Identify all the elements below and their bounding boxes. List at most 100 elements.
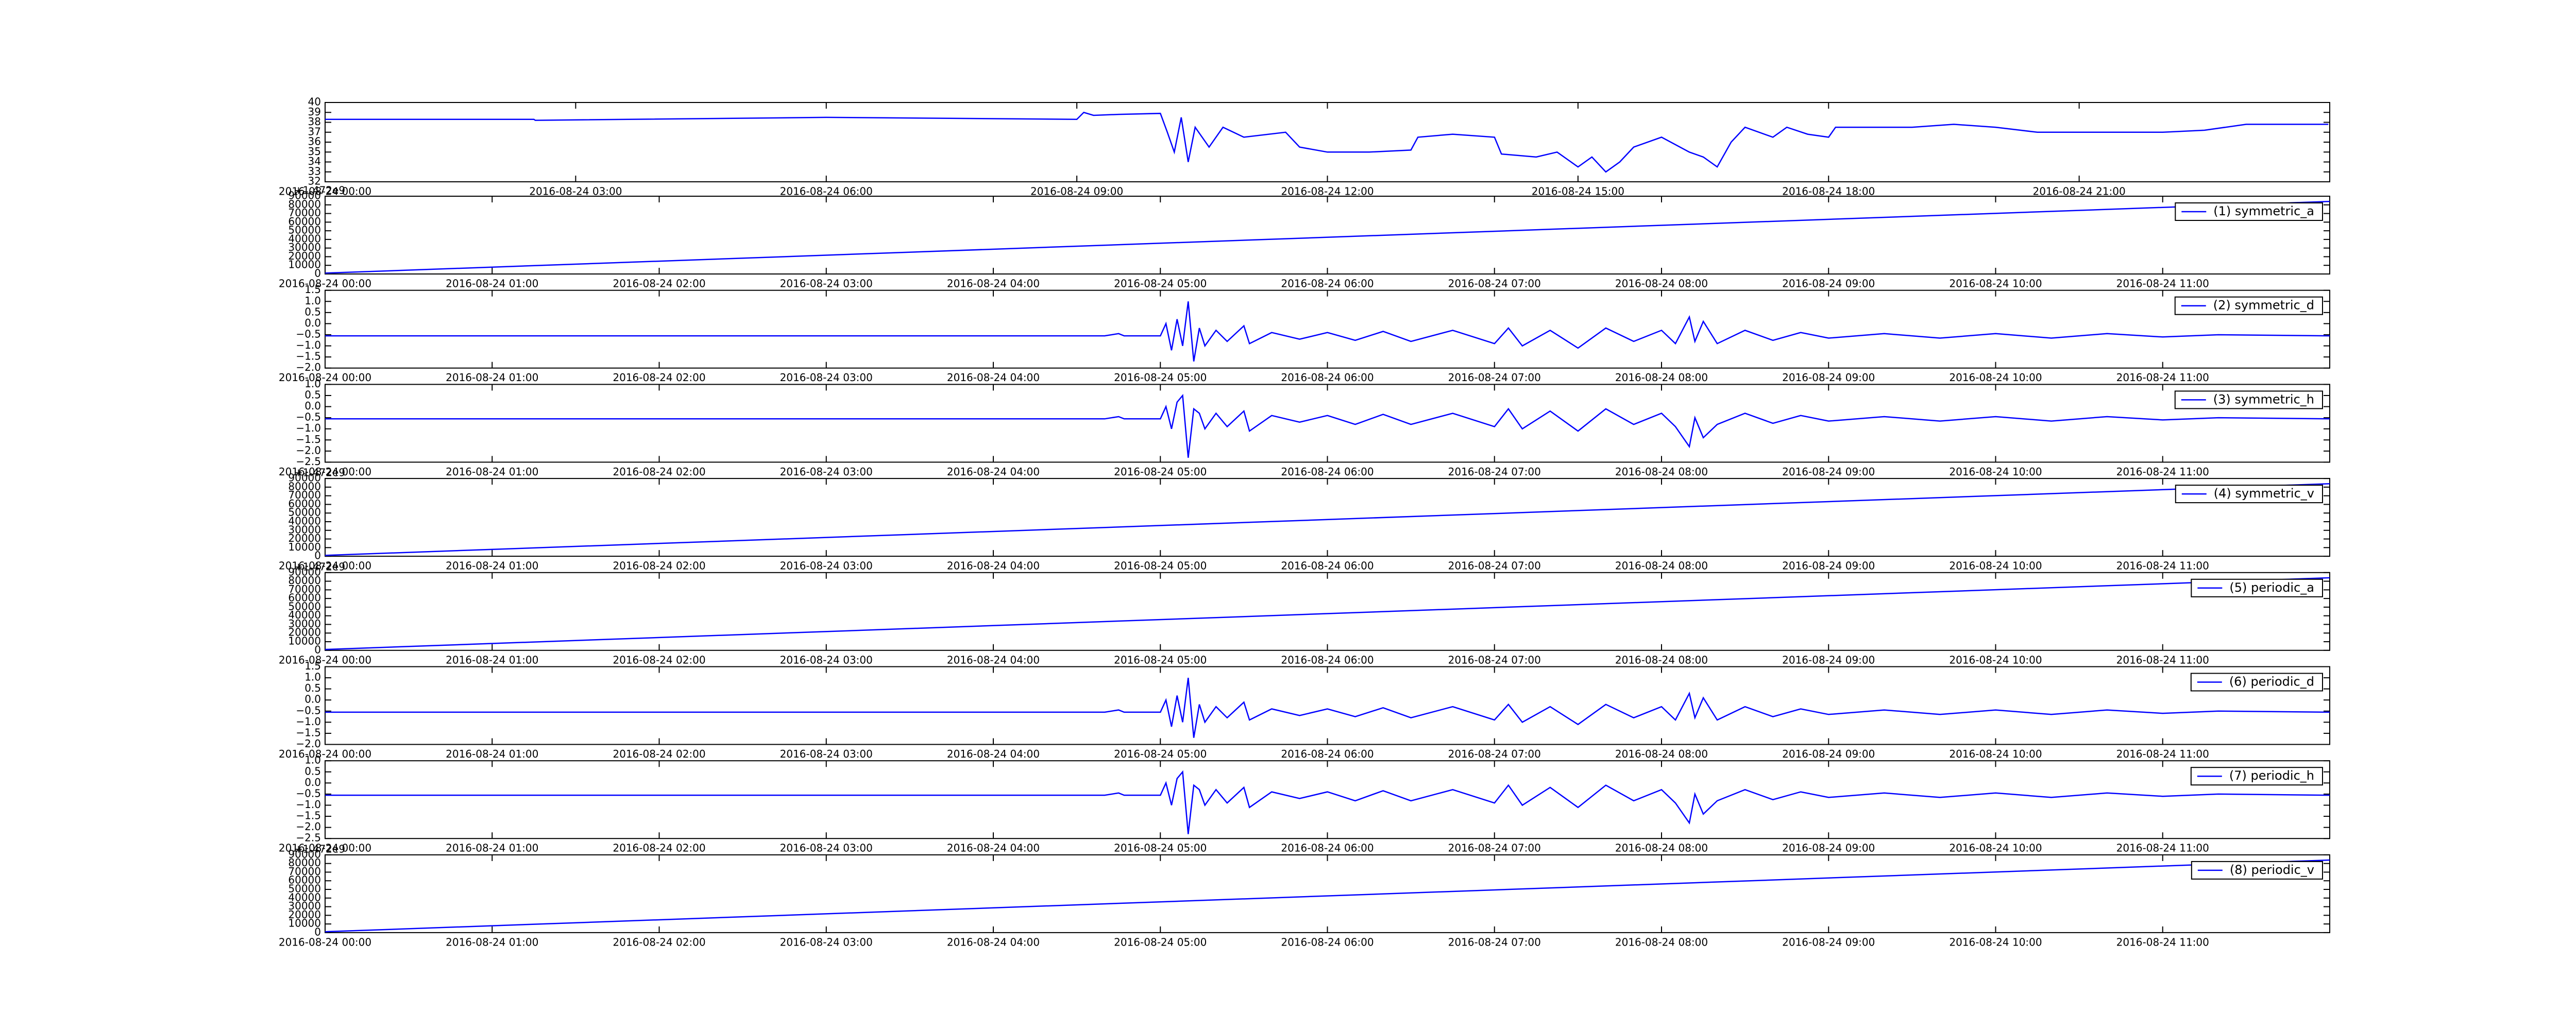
y-tick-label: 1.0 (304, 754, 321, 766)
y-tick-label: 0.5 (304, 388, 321, 401)
x-tick-label: 2016-08-24 07:00 (1448, 466, 1541, 478)
y-tick-label: 20000 (288, 250, 321, 262)
x-tick-label: 2016-08-24 11:00 (2116, 560, 2209, 572)
data-line (325, 393, 2330, 458)
x-tick-label: 2016-08-24 08:00 (1615, 936, 1708, 948)
x-tick-label: 2016-08-24 18:00 (1782, 185, 1875, 198)
y-tick-label: 90000 (288, 848, 321, 860)
x-tick-label: 2016-08-24 09:00 (1782, 278, 1875, 290)
x-tick-label: 2016-08-24 02:00 (613, 654, 705, 666)
x-tick-label: 2016-08-24 04:00 (947, 654, 1040, 666)
x-tick-label: 2016-08-24 01:00 (446, 936, 538, 948)
plot-frame (325, 102, 2330, 182)
x-tick-label: 2016-08-24 03:00 (780, 371, 873, 384)
y-tick-label: 60000 (288, 215, 321, 228)
x-tick-label: 2016-08-24 06:00 (1281, 654, 1374, 666)
y-tick-label: 0 (314, 550, 321, 562)
x-tick-label: 2016-08-24 10:00 (1949, 371, 2042, 384)
x-tick-label: 2016-08-24 07:00 (1448, 371, 1541, 384)
x-tick-label: 2016-08-24 08:00 (1615, 842, 1708, 854)
x-tick-label: 2016-08-24 05:00 (1114, 278, 1207, 290)
x-tick-label: 2016-08-24 00:00 (279, 936, 371, 948)
y-tick-label: −1.5 (296, 433, 321, 445)
x-tick-label: 2016-08-24 02:00 (613, 748, 705, 760)
x-tick-label: 2016-08-24 09:00 (1782, 654, 1875, 666)
y-tick-label: −1.5 (296, 810, 321, 822)
data-line (325, 111, 2329, 173)
y-tick-label: 40000 (288, 514, 321, 527)
x-tick-label: 2016-08-24 11:00 (2116, 936, 2209, 948)
data-line (325, 577, 2330, 650)
x-tick-label: 2016-08-24 05:00 (1114, 936, 1207, 948)
y-tick-label: −0.5 (296, 704, 321, 716)
y-tick-label: 10000 (288, 541, 321, 553)
x-tick-label: 2016-08-24 00:00 (279, 560, 371, 572)
x-tick-label: 2016-08-24 06:00 (1281, 560, 1374, 572)
offset-text: +1.472e9 (294, 560, 345, 573)
x-tick-label: 2016-08-24 11:00 (2116, 842, 2209, 854)
y-tick-label: 30000 (288, 523, 321, 536)
x-tick-label: 2016-08-24 05:00 (1114, 654, 1207, 666)
x-tick-label: 2016-08-24 02:00 (613, 560, 705, 572)
x-tick-label: 2016-08-24 03:00 (780, 560, 873, 572)
y-tick-label: 50000 (288, 224, 321, 236)
y-tick-label: 40000 (288, 891, 321, 903)
y-tick-label: 35 (308, 145, 321, 158)
x-tick-label: 2016-08-24 03:00 (529, 185, 622, 198)
y-tick-label: 90000 (288, 565, 321, 578)
plot-frame (325, 666, 2330, 745)
x-tick-label: 2016-08-24 00:00 (279, 185, 371, 198)
x-tick-label: 2016-08-24 02:00 (613, 936, 705, 948)
x-tick-label: 2016-08-24 07:00 (1448, 748, 1541, 760)
data-line (325, 200, 2330, 274)
x-tick-label: 2016-08-24 02:00 (613, 278, 705, 290)
x-tick-label: 2016-08-24 07:00 (1448, 278, 1541, 290)
x-tick-label: 2016-08-24 07:00 (1448, 654, 1541, 666)
x-tick-label: 2016-08-24 05:00 (1114, 842, 1207, 854)
x-tick-label: 2016-08-24 07:00 (1448, 842, 1541, 854)
legend-label: (4) symmetric_v (2214, 486, 2314, 501)
y-tick-label: 38 (308, 115, 321, 128)
x-tick-label: 2016-08-24 11:00 (2116, 466, 2209, 478)
y-tick-label: −0.5 (296, 328, 321, 340)
y-tick-label: 39 (308, 106, 321, 118)
x-tick-label: 2016-08-24 02:00 (613, 842, 705, 854)
y-tick-label: −2.0 (296, 444, 321, 456)
y-tick-label: 60000 (288, 874, 321, 886)
plot-frame (325, 760, 2330, 839)
y-tick-label: −1.0 (296, 339, 321, 351)
x-tick-label: 2016-08-24 02:00 (613, 371, 705, 384)
y-tick-label: 40000 (288, 609, 321, 621)
x-tick-label: 2016-08-24 08:00 (1615, 748, 1708, 760)
y-tick-label: 34 (308, 155, 321, 167)
offset-text: +1.472e9 (294, 843, 345, 855)
y-tick-label: 10000 (288, 635, 321, 647)
x-tick-label: 2016-08-24 00:00 (279, 748, 371, 760)
y-tick-label: −2.5 (296, 832, 321, 844)
x-tick-label: 2016-08-24 04:00 (947, 278, 1040, 290)
x-tick-label: 2016-08-24 08:00 (1615, 654, 1708, 666)
x-tick-label: 2016-08-24 03:00 (780, 842, 873, 854)
x-tick-label: 2016-08-24 06:00 (1281, 278, 1374, 290)
x-tick-label: 2016-08-24 09:00 (1782, 748, 1875, 760)
y-tick-label: 0.0 (304, 693, 321, 706)
y-tick-label: −2.0 (296, 361, 321, 373)
y-tick-label: 1.0 (304, 377, 321, 390)
legend-label: (5) periodic_a (2229, 580, 2314, 595)
x-tick-label: 2016-08-24 05:00 (1114, 466, 1207, 478)
y-tick-label: 0.5 (304, 682, 321, 694)
y-tick-label: −2.0 (296, 820, 321, 833)
x-tick-label: 2016-08-24 04:00 (947, 936, 1040, 948)
x-tick-label: 2016-08-24 08:00 (1615, 466, 1708, 478)
y-tick-label: 32 (308, 175, 321, 187)
y-tick-label: 20000 (288, 532, 321, 544)
x-tick-label: 2016-08-24 03:00 (780, 278, 873, 290)
x-tick-label: 2016-08-24 06:00 (1281, 371, 1374, 384)
y-tick-label: −1.5 (296, 350, 321, 363)
x-tick-label: 2016-08-24 11:00 (2116, 748, 2209, 760)
y-tick-label: 90000 (288, 190, 321, 202)
y-tick-label: 30000 (288, 900, 321, 912)
x-tick-label: 2016-08-24 05:00 (1114, 560, 1207, 572)
y-tick-label: 1.5 (304, 660, 321, 672)
x-tick-label: 2016-08-24 10:00 (1949, 466, 2042, 478)
